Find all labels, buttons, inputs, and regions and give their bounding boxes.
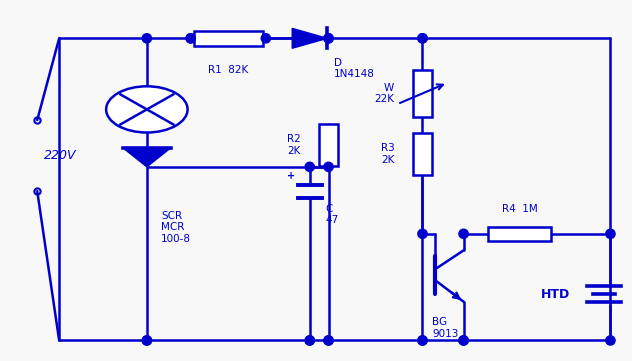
Text: W
22K: W 22K (374, 83, 394, 104)
Circle shape (606, 336, 615, 345)
Text: SCR
MCR
100-8: SCR MCR 100-8 (161, 211, 191, 244)
Text: HTD: HTD (540, 288, 569, 301)
Circle shape (459, 336, 468, 345)
Circle shape (305, 162, 314, 171)
Circle shape (261, 34, 270, 43)
Polygon shape (123, 148, 171, 167)
Text: BG
9013: BG 9013 (432, 317, 458, 339)
Text: D
1N4148: D 1N4148 (334, 58, 374, 79)
Text: R1  82K: R1 82K (208, 65, 248, 75)
Circle shape (418, 34, 427, 43)
Ellipse shape (106, 86, 188, 132)
Circle shape (324, 336, 333, 345)
Circle shape (418, 229, 427, 238)
Circle shape (606, 229, 615, 238)
Circle shape (459, 336, 468, 345)
Polygon shape (292, 29, 327, 48)
Circle shape (324, 336, 333, 345)
Text: R4  1M: R4 1M (502, 204, 537, 214)
Circle shape (305, 336, 314, 345)
Text: C
47: C 47 (325, 204, 339, 225)
Bar (413, 70, 432, 117)
Text: 220V: 220V (44, 149, 77, 162)
Text: R2
2K: R2 2K (286, 134, 300, 156)
Circle shape (142, 336, 152, 345)
Bar (194, 31, 263, 46)
Circle shape (324, 34, 333, 43)
Circle shape (459, 229, 468, 238)
Circle shape (418, 34, 427, 43)
Circle shape (142, 336, 152, 345)
Text: +: + (286, 171, 295, 181)
Circle shape (305, 336, 314, 345)
Circle shape (186, 34, 195, 43)
Circle shape (418, 336, 427, 345)
Text: R3
2K: R3 2K (380, 143, 394, 165)
Bar (413, 132, 432, 175)
Circle shape (186, 34, 195, 43)
Circle shape (324, 34, 333, 43)
Circle shape (418, 336, 427, 345)
Bar (319, 123, 338, 166)
Circle shape (142, 34, 152, 43)
Circle shape (324, 162, 333, 171)
Bar (489, 227, 551, 241)
